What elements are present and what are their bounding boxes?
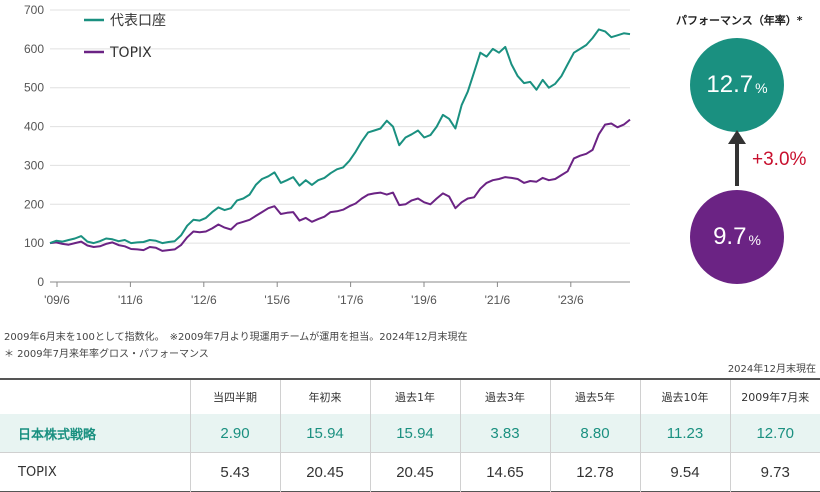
fund-performance-value: 12.7 xyxy=(706,71,754,98)
legend-label: TOPIX xyxy=(109,45,152,61)
table-cell: 11.23 xyxy=(639,414,730,453)
legend-label: 代表口座 xyxy=(110,13,166,29)
y-tick-label: 0 xyxy=(37,275,44,289)
benchmark-performance-circle: 9.7 % xyxy=(690,190,784,284)
table-as-of-date: 2024年12月末現在 xyxy=(727,364,816,375)
x-tick-label: '23/6 xyxy=(558,293,584,307)
x-tick-label: '09/6 xyxy=(44,293,70,307)
fund-performance-unit: % xyxy=(755,80,768,96)
chart-note: 2009年6月末を100として指数化。 ※2009年7月より現運用チームが運用を… xyxy=(4,332,468,343)
series-line-fund xyxy=(49,28,631,245)
performance-table: 当四半期 年初来 過去1年 過去3年 過去5年 過去10年 2009年7月来 日… xyxy=(0,378,820,492)
table-cell: 15.94 xyxy=(369,414,460,453)
y-tick-label: 500 xyxy=(24,81,44,95)
table-cell: 3.83 xyxy=(459,414,550,453)
header-blank xyxy=(0,378,190,414)
table-cell: 12.78 xyxy=(549,452,640,492)
x-tick-label: '12/6 xyxy=(191,293,217,307)
header-since-inception: 2009年7月来 xyxy=(729,378,820,414)
x-axis-ticks: '09/6 '11/6 '12/6 '15/6 '17/6 '19/6 '21/6 '23/6 xyxy=(44,282,584,307)
x-tick-label: '21/6 xyxy=(485,293,511,307)
header-quarter: 当四半期 xyxy=(189,378,280,414)
y-tick-label: 200 xyxy=(24,197,44,211)
header-5y: 過去5年 xyxy=(549,378,640,414)
x-tick-label: '19/6 xyxy=(411,293,437,307)
chart-grid xyxy=(50,9,630,283)
x-tick-label: '17/6 xyxy=(338,293,364,307)
table-row: TOPIX 5.43 20.45 20.45 14.65 12.78 9.54 … xyxy=(0,452,820,492)
benchmark-performance-value: 9.7 xyxy=(713,223,747,250)
y-tick-label: 600 xyxy=(24,42,44,56)
table-row: 日本株式戦略 2.90 15.94 15.94 3.83 8.80 11.23 … xyxy=(0,414,820,453)
y-tick-label: 700 xyxy=(24,3,44,17)
table-cell: 8.80 xyxy=(549,414,640,453)
performance-difference: +3.0% xyxy=(752,149,807,170)
row-label: 日本株式戦略 xyxy=(0,414,190,453)
table-cell: 15.94 xyxy=(279,414,370,453)
header-10y: 過去10年 xyxy=(639,378,730,414)
table-cell: 5.43 xyxy=(189,452,280,492)
y-tick-label: 300 xyxy=(24,158,44,172)
series-line-topix xyxy=(49,118,631,252)
table-cell: 14.65 xyxy=(459,452,550,492)
header-1y: 過去1年 xyxy=(369,378,460,414)
header-3y: 過去3年 xyxy=(459,378,550,414)
y-tick-label: 100 xyxy=(24,236,44,250)
arrow-up-icon xyxy=(728,130,746,186)
chart-lines xyxy=(49,28,631,252)
performance-title: パフォーマンス（年率）* xyxy=(676,14,803,27)
performance-footnote: ＊ 2009年7月来年率グロス・パフォーマンス xyxy=(4,349,209,360)
benchmark-performance-unit: % xyxy=(748,232,761,248)
table-header-row: 当四半期 年初来 過去1年 過去3年 過去5年 過去10年 2009年7月来 xyxy=(0,378,820,414)
table-cell: 20.45 xyxy=(279,452,370,492)
y-axis-ticks: 0 100 200 300 400 500 600 700 xyxy=(24,3,44,289)
row-label: TOPIX xyxy=(0,452,190,492)
x-tick-label: '15/6 xyxy=(264,293,290,307)
table-cell: 20.45 xyxy=(369,452,460,492)
table-cell: 12.70 xyxy=(729,414,820,453)
chart-legend: 代表口座 TOPIX xyxy=(84,13,166,61)
x-tick-label: '11/6 xyxy=(118,293,143,307)
line-chart: 0 100 200 300 400 500 600 700 '09/6 '11/6 '12/6 '1… xyxy=(24,3,631,307)
table-cell: 9.73 xyxy=(729,452,820,492)
fund-performance-circle: 12.7 % xyxy=(690,38,784,132)
table-cell: 9.54 xyxy=(639,452,730,492)
header-ytd: 年初来 xyxy=(279,378,370,414)
table-cell: 2.90 xyxy=(189,414,280,453)
y-tick-label: 400 xyxy=(24,120,44,134)
